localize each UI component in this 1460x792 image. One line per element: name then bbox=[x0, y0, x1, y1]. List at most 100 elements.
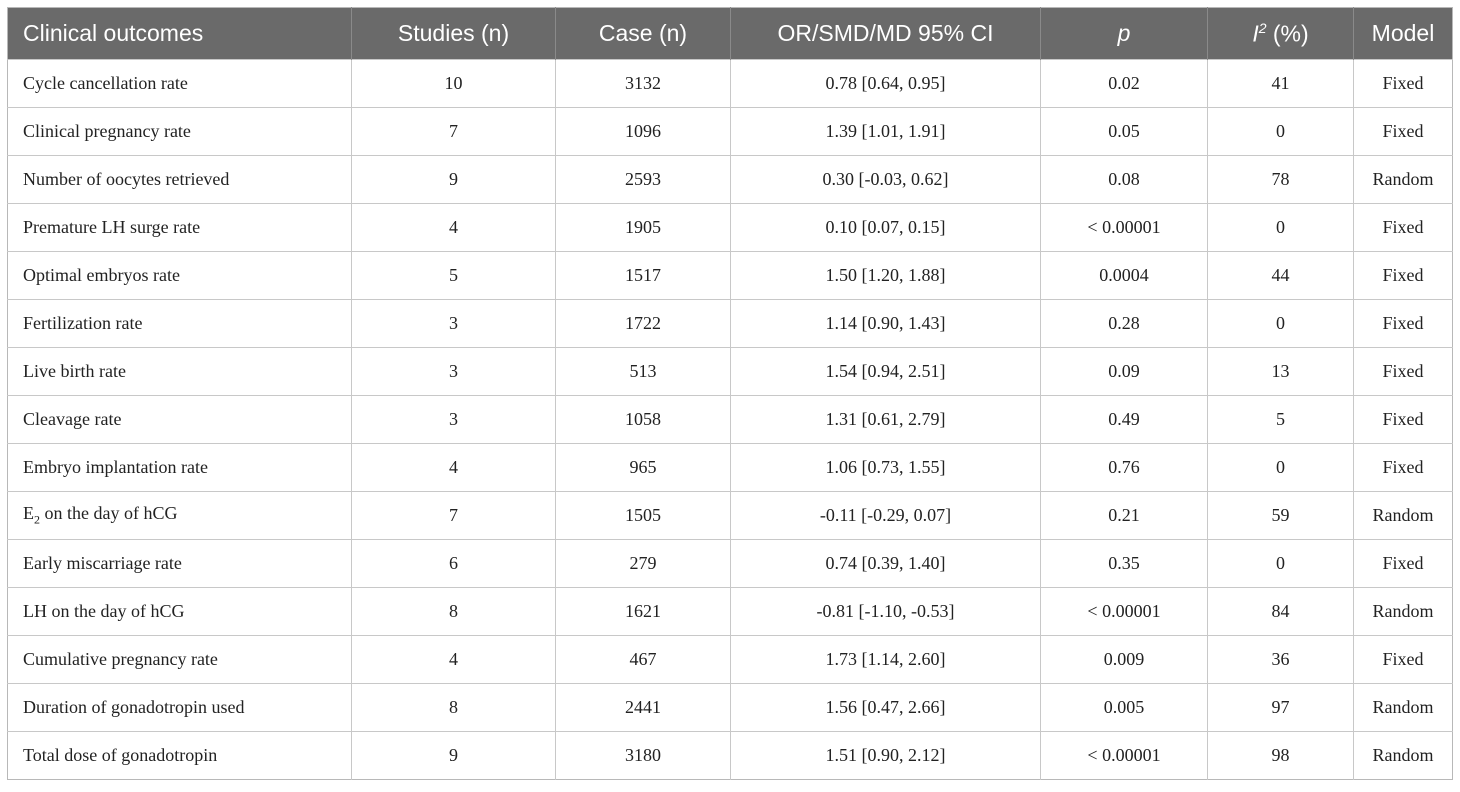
cell-studies: 6 bbox=[351, 539, 556, 588]
header-outcome: Clinical outcomes bbox=[7, 7, 352, 60]
cell-effect: 0.10 [0.07, 0.15] bbox=[730, 203, 1041, 252]
cell-outcome: Fertilization rate bbox=[7, 299, 352, 348]
header-model: Model bbox=[1353, 7, 1453, 60]
cell-outcome: Cleavage rate bbox=[7, 395, 352, 444]
header-p: p bbox=[1040, 7, 1208, 60]
header-i2: I2 (%) bbox=[1207, 7, 1354, 60]
cell-cases: 279 bbox=[555, 539, 731, 588]
cell-cases: 3180 bbox=[555, 731, 731, 780]
cell-outcome: LH on the day of hCG bbox=[7, 587, 352, 636]
cell-effect: 0.74 [0.39, 1.40] bbox=[730, 539, 1041, 588]
cell-model: Fixed bbox=[1353, 539, 1453, 588]
header-i2-letter: I bbox=[1252, 20, 1259, 47]
cell-model: Fixed bbox=[1353, 251, 1453, 300]
outcome-e2-rest: on the day of hCG bbox=[40, 503, 178, 524]
cell-outcome: Total dose of gonadotropin bbox=[7, 731, 352, 780]
cell-cases: 965 bbox=[555, 443, 731, 492]
cell-studies: 3 bbox=[351, 395, 556, 444]
cell-model: Fixed bbox=[1353, 395, 1453, 444]
table-body: Cycle cancellation rate 10 3132 0.78 [0.… bbox=[7, 59, 1453, 780]
cell-studies: 5 bbox=[351, 251, 556, 300]
cell-studies: 7 bbox=[351, 107, 556, 156]
cell-effect: 0.78 [0.64, 0.95] bbox=[730, 59, 1041, 108]
header-p-label: p bbox=[1117, 20, 1131, 46]
cell-studies: 8 bbox=[351, 683, 556, 732]
cell-effect: 1.51 [0.90, 2.12] bbox=[730, 731, 1041, 780]
cell-p: 0.76 bbox=[1040, 443, 1208, 492]
cell-model: Fixed bbox=[1353, 299, 1453, 348]
cell-i2: 84 bbox=[1207, 587, 1354, 636]
cell-outcome: Optimal embryos rate bbox=[7, 251, 352, 300]
cell-effect: 1.50 [1.20, 1.88] bbox=[730, 251, 1041, 300]
cell-p: 0.08 bbox=[1040, 155, 1208, 204]
cell-model: Random bbox=[1353, 683, 1453, 732]
header-i2-unit: (%) bbox=[1266, 20, 1309, 47]
cell-effect: 1.39 [1.01, 1.91] bbox=[730, 107, 1041, 156]
table-row: Cycle cancellation rate 10 3132 0.78 [0.… bbox=[7, 59, 1453, 108]
table-row: Embryo implantation rate 4 965 1.06 [0.7… bbox=[7, 443, 1453, 492]
cell-model: Fixed bbox=[1353, 635, 1453, 684]
cell-p: < 0.00001 bbox=[1040, 203, 1208, 252]
cell-outcome: E2 on the day of hCG bbox=[7, 491, 352, 540]
cell-studies: 8 bbox=[351, 587, 556, 636]
cell-cases: 513 bbox=[555, 347, 731, 396]
cell-model: Random bbox=[1353, 155, 1453, 204]
cell-outcome: Cycle cancellation rate bbox=[7, 59, 352, 108]
table-row: Clinical pregnancy rate 7 1096 1.39 [1.0… bbox=[7, 107, 1453, 156]
cell-i2: 59 bbox=[1207, 491, 1354, 540]
cell-i2: 0 bbox=[1207, 299, 1354, 348]
cell-i2: 78 bbox=[1207, 155, 1354, 204]
cell-cases: 1722 bbox=[555, 299, 731, 348]
header-i2-sup: 2 bbox=[1258, 19, 1267, 36]
cell-model: Fixed bbox=[1353, 347, 1453, 396]
cell-p: 0.05 bbox=[1040, 107, 1208, 156]
cell-p: 0.28 bbox=[1040, 299, 1208, 348]
cell-outcome: Number of oocytes retrieved bbox=[7, 155, 352, 204]
cell-i2: 0 bbox=[1207, 539, 1354, 588]
outcome-e2-main: E bbox=[23, 503, 34, 524]
cell-model: Random bbox=[1353, 491, 1453, 540]
cell-cases: 1517 bbox=[555, 251, 731, 300]
cell-cases: 1096 bbox=[555, 107, 731, 156]
header-effect: OR/SMD/MD 95% CI bbox=[730, 7, 1041, 60]
cell-i2: 5 bbox=[1207, 395, 1354, 444]
table-row: Early miscarriage rate 6 279 0.74 [0.39,… bbox=[7, 539, 1453, 588]
cell-effect: 1.56 [0.47, 2.66] bbox=[730, 683, 1041, 732]
cell-studies: 3 bbox=[351, 299, 556, 348]
cell-model: Fixed bbox=[1353, 107, 1453, 156]
header-cases: Case (n) bbox=[555, 7, 731, 60]
cell-effect: 1.06 [0.73, 1.55] bbox=[730, 443, 1041, 492]
cell-cases: 467 bbox=[555, 635, 731, 684]
cell-effect: -0.11 [-0.29, 0.07] bbox=[730, 491, 1041, 540]
cell-effect: 0.30 [-0.03, 0.62] bbox=[730, 155, 1041, 204]
cell-model: Random bbox=[1353, 731, 1453, 780]
cell-p: 0.35 bbox=[1040, 539, 1208, 588]
table-row: Total dose of gonadotropin 9 3180 1.51 [… bbox=[7, 731, 1453, 780]
cell-p: 0.09 bbox=[1040, 347, 1208, 396]
cell-p: 0.02 bbox=[1040, 59, 1208, 108]
cell-studies: 9 bbox=[351, 155, 556, 204]
cell-p: 0.49 bbox=[1040, 395, 1208, 444]
table-header: Clinical outcomes Studies (n) Case (n) O… bbox=[7, 7, 1453, 60]
cell-effect: 1.54 [0.94, 2.51] bbox=[730, 347, 1041, 396]
cell-studies: 10 bbox=[351, 59, 556, 108]
table-row: E2 on the day of hCG 7 1505 -0.11 [-0.29… bbox=[7, 491, 1453, 540]
table-row: Cumulative pregnancy rate 4 467 1.73 [1.… bbox=[7, 635, 1453, 684]
cell-cases: 1058 bbox=[555, 395, 731, 444]
table-row: Cleavage rate 3 1058 1.31 [0.61, 2.79] 0… bbox=[7, 395, 1453, 444]
cell-model: Fixed bbox=[1353, 59, 1453, 108]
cell-effect: 1.14 [0.90, 1.43] bbox=[730, 299, 1041, 348]
table-row: Optimal embryos rate 5 1517 1.50 [1.20, … bbox=[7, 251, 1453, 300]
cell-p: < 0.00001 bbox=[1040, 587, 1208, 636]
cell-i2: 0 bbox=[1207, 107, 1354, 156]
cell-cases: 2441 bbox=[555, 683, 731, 732]
cell-p: 0.009 bbox=[1040, 635, 1208, 684]
cell-outcome: Duration of gonadotropin used bbox=[7, 683, 352, 732]
cell-outcome: Premature LH surge rate bbox=[7, 203, 352, 252]
cell-p: 0.0004 bbox=[1040, 251, 1208, 300]
cell-cases: 1621 bbox=[555, 587, 731, 636]
table-row: Number of oocytes retrieved 9 2593 0.30 … bbox=[7, 155, 1453, 204]
cell-outcome: Live birth rate bbox=[7, 347, 352, 396]
cell-effect: -0.81 [-1.10, -0.53] bbox=[730, 587, 1041, 636]
table-row: Live birth rate 3 513 1.54 [0.94, 2.51] … bbox=[7, 347, 1453, 396]
